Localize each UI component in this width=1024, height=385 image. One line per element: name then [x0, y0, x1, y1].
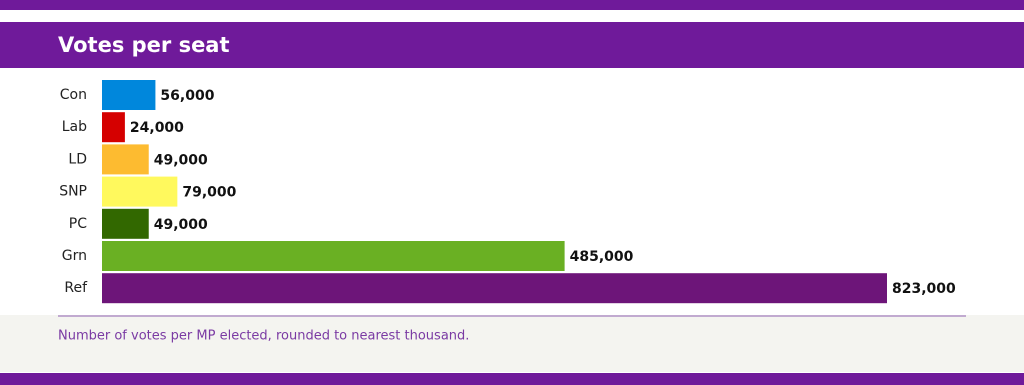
top-stripe	[0, 0, 1024, 10]
bar	[102, 80, 156, 110]
category-label: Con	[60, 87, 87, 103]
value-label: 49,000	[154, 217, 208, 233]
bar	[102, 208, 149, 239]
value-label: 79,000	[182, 185, 236, 201]
bar	[102, 241, 565, 271]
category-label: PC	[69, 216, 87, 232]
value-label: 56,000	[160, 88, 214, 104]
bar	[102, 176, 178, 207]
bottom-stripe	[0, 373, 1024, 385]
value-label: 24,000	[130, 120, 184, 136]
value-label: 49,000	[154, 152, 208, 168]
category-label: Grn	[62, 248, 87, 264]
category-label: LD	[68, 151, 87, 167]
value-label: 485,000	[570, 249, 634, 265]
bar	[102, 112, 125, 143]
chart-title: Votes per seat	[58, 33, 230, 57]
footer-band	[0, 315, 1024, 372]
category-label: Lab	[62, 119, 87, 135]
value-label: 823,000	[892, 281, 956, 297]
category-label: SNP	[59, 184, 87, 200]
bar	[102, 273, 887, 304]
header-band	[0, 22, 1024, 68]
category-label: Ref	[64, 280, 88, 296]
bar	[102, 144, 149, 175]
note: Number of votes per MP elected, rounded …	[58, 329, 469, 344]
